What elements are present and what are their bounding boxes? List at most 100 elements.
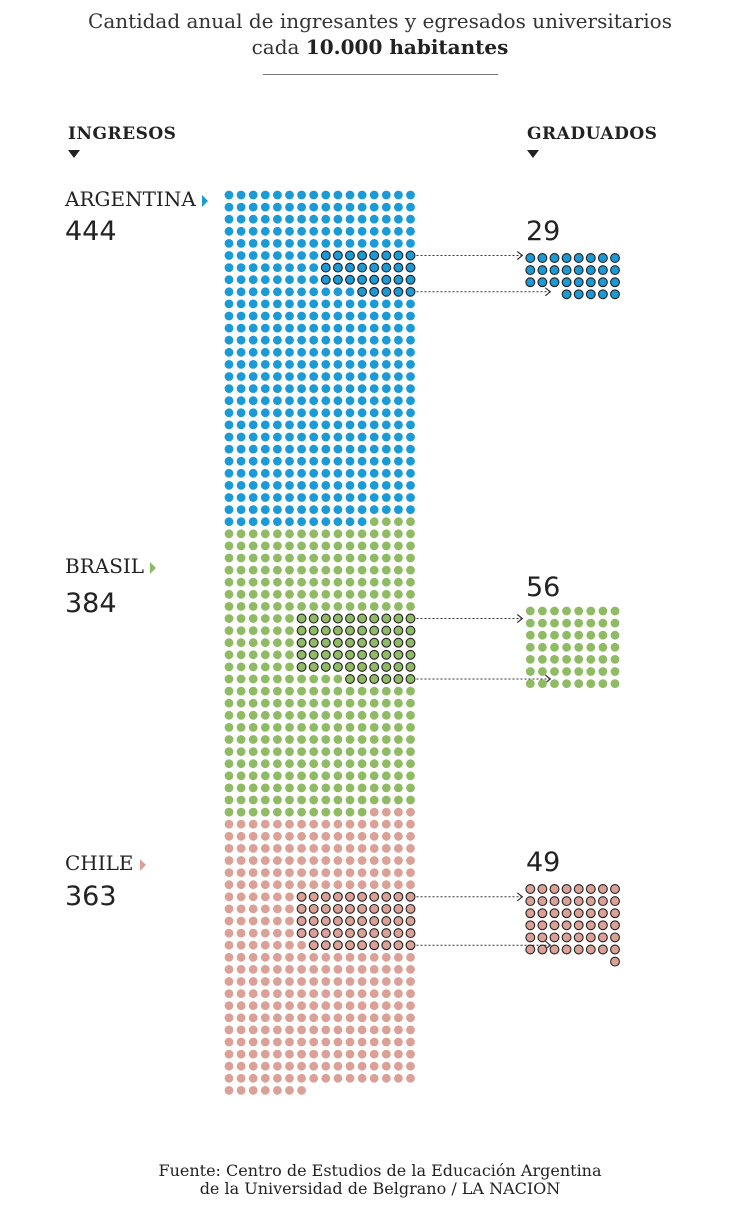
- source-note: Fuente: Centro de Estudios de la Educaci…: [0, 1162, 740, 1198]
- ingresos-dot-brasil: [248, 735, 258, 744]
- ingresos-dot-brasil: [309, 698, 319, 708]
- ingresos-dot-argentina: [333, 408, 343, 418]
- ingresos-dot-brasil: [357, 710, 367, 720]
- ingresos-dot-brasil: [381, 602, 391, 611]
- ingresos-dot-brasil: [297, 698, 306, 708]
- ingresos-dot-argentina: [369, 396, 379, 406]
- ingresos-dot-argentina: [297, 239, 306, 248]
- ingresos-dot-chile: [273, 831, 282, 841]
- ingresos-dot-brasil: [285, 577, 294, 587]
- ingresos-dot-chile: [285, 1073, 294, 1083]
- ingresos-dot-chile: [273, 940, 282, 950]
- ingresos-dot-brasil: [224, 795, 234, 805]
- ingresos-dot-argentina: [248, 493, 258, 502]
- graduados-dot-brasil: [525, 618, 535, 628]
- graduados-dot-argentina: [610, 253, 620, 263]
- ingresos-dot-brasil: [297, 686, 306, 696]
- ingresos-dot-argentina: [394, 347, 403, 357]
- ingresos-dot-chile: [394, 1049, 403, 1059]
- ingresos-dot-argentina: [394, 384, 403, 393]
- ingresos-dot-chile: [285, 880, 294, 890]
- ingresos-dot-brasil: [394, 783, 403, 793]
- ingresos-dot-chile: [224, 831, 234, 841]
- ingresos-dot-chile: [297, 952, 306, 962]
- ingresos-dot-argentina: [248, 214, 258, 224]
- ingresos-dot-brasil: [248, 529, 258, 539]
- ingresos-dot-argentina: [285, 372, 294, 381]
- graduados-dot-brasil: [574, 655, 584, 664]
- ingresos-dot-brasil: [321, 710, 331, 720]
- ingresos-dot-chile: [224, 952, 234, 962]
- source-line-2: de la Universidad de Belgrano / LA NACIO…: [199, 1179, 561, 1198]
- ingresos-dot-argentina: [260, 214, 270, 224]
- ingresos-dot-chile: [381, 1025, 391, 1035]
- ingresos-dot-brasil: [333, 553, 343, 563]
- ingresos-dot-brasil: [357, 759, 367, 769]
- graduados-dot-argentina: [610, 289, 620, 300]
- triangle-right-icon: [150, 561, 157, 574]
- ingresos-dot-brasil: [345, 565, 355, 575]
- ingresos-dot-brasil: [369, 771, 379, 781]
- ingresos-dot-brasil: [406, 602, 415, 611]
- ingresos-dot-chile: [345, 1025, 355, 1035]
- ingresos-dot-brasil: [345, 795, 355, 805]
- ingresos-dot-argentina: [236, 468, 246, 478]
- graduados-dot-brasil: [562, 618, 571, 628]
- ingresos-dot-argentina: [333, 239, 343, 248]
- ingresos-dot-brasil: [224, 626, 234, 635]
- ingresos-dot-argentina: [369, 239, 379, 248]
- ingresos-dot-argentina: [394, 323, 403, 333]
- ingresos-dot-chile: [406, 856, 415, 865]
- ingresos-dot-brasil: [381, 589, 391, 599]
- ingresos-dot-brasil: [273, 698, 282, 708]
- ingresos-dot-argentina: [321, 505, 331, 514]
- ingresos-dot-brasil: [285, 783, 294, 793]
- ingresos-dot-chile: [248, 928, 258, 938]
- ingresos-dot-brasil: [248, 614, 258, 623]
- ingresos-value-argentina: 444: [65, 216, 117, 247]
- graduados-dot-brasil: [525, 642, 535, 652]
- graduados-header-label: GRADUADOS: [527, 124, 658, 144]
- graduados-dot-argentina: [585, 277, 596, 288]
- ingresos-dot-argentina: [224, 493, 234, 502]
- ingresos-dot-argentina: [309, 202, 319, 212]
- ingresos-dot-brasil: [224, 759, 234, 769]
- ingresos-dot-brasil: [357, 541, 367, 551]
- arrow-top-brasil: [416, 614, 524, 623]
- ingresos-dot-brasil: [345, 771, 355, 781]
- ingresos-dot-brasil: [345, 783, 355, 793]
- ingresos-dot-chile: [309, 831, 319, 841]
- ingresos-dot-argentina: [309, 275, 319, 285]
- ingresos-dot-chile: [297, 831, 306, 841]
- ingresos-dot-graduated-chile: [332, 928, 343, 939]
- ingresos-dot-argentina: [357, 481, 367, 490]
- graduados-dot-argentina: [537, 253, 548, 263]
- ingresos-dot-graduated-brasil: [393, 613, 404, 624]
- ingresos-dot-chile: [333, 868, 343, 877]
- ingresos-dot-brasil: [309, 565, 319, 575]
- ingresos-dot-graduated-argentina: [369, 274, 380, 285]
- ingresos-dot-chile: [273, 1025, 282, 1035]
- ingresos-dot-chile: [260, 819, 270, 829]
- ingresos-dot-chile: [273, 844, 282, 853]
- ingresos-dot-chile: [321, 1025, 331, 1035]
- ingresos-dot-argentina: [406, 323, 415, 333]
- ingresos-dot-argentina: [273, 263, 282, 272]
- ingresos-dot-chile: [224, 904, 234, 914]
- ingresos-dot-chile: [285, 1086, 294, 1095]
- ingresos-dot-argentina: [394, 444, 403, 454]
- graduados-dot-argentina: [610, 265, 620, 276]
- ingresos-dot-graduated-chile: [381, 891, 392, 902]
- ingresos-dot-chile: [224, 868, 234, 877]
- ingresos-dot-argentina: [285, 432, 294, 442]
- graduados-dot-argentina: [525, 253, 536, 263]
- ingresos-dot-argentina: [345, 493, 355, 502]
- ingresos-dot-chile: [357, 856, 367, 865]
- ingresos-dot-chile: [381, 844, 391, 853]
- ingresos-dot-brasil: [394, 517, 403, 527]
- ingresos-dot-graduated-brasil: [357, 649, 368, 660]
- ingresos-dot-chile: [321, 856, 331, 865]
- ingresos-dot-argentina: [345, 384, 355, 393]
- ingresos-dot-argentina: [285, 239, 294, 248]
- graduados-dot-chile: [525, 884, 536, 894]
